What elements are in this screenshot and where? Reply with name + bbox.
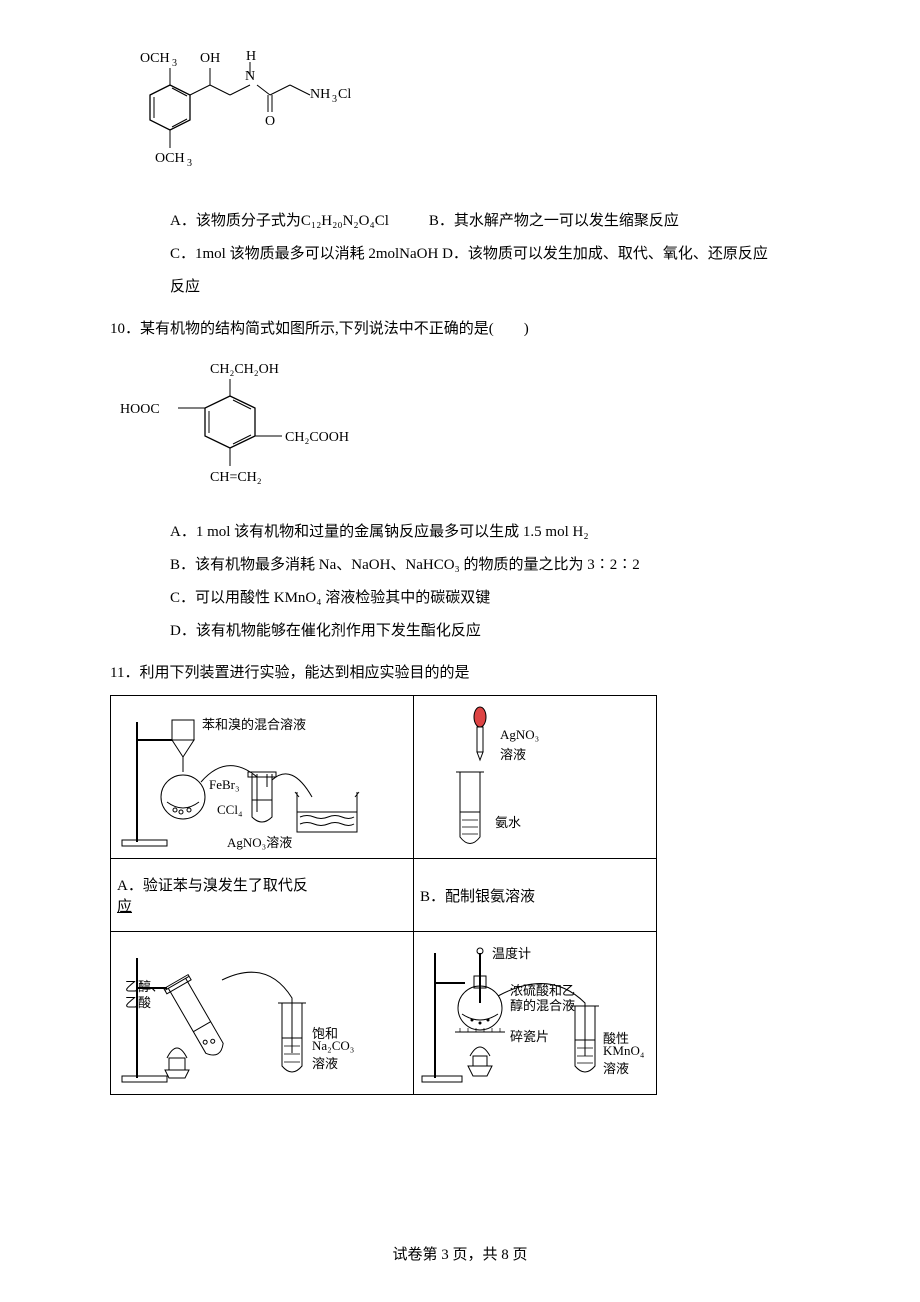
apparatus-a: 苯和溴的混合溶液 FeBr₃ CCl₄ AgNO₃溶液 — [117, 702, 407, 852]
svg-text:Cl: Cl — [338, 87, 351, 102]
svg-text:OCH: OCH — [140, 51, 170, 66]
svg-text:H: H — [246, 49, 256, 64]
svg-text:OCH: OCH — [155, 151, 185, 166]
apparatus-d: 温度计 浓硫酸和乙 醇的混合液 碎瓷片 酸性 KMnO₄ 溶液 — [420, 938, 650, 1088]
svg-text:3: 3 — [187, 158, 192, 169]
molecule-structure-1: OCH3 OCH3 OH N H O NH3Cl — [110, 40, 820, 195]
apparatus-c: 乙醇、 乙酸 饱和 Na₂CO₃ 溶液 — [117, 938, 407, 1088]
svg-text:CH=CH₂: CH=CH₂ — [210, 470, 262, 485]
q9-option-a: A．该物质分子式为C₁₂H₂₀N₂O₄Cl — [170, 205, 389, 238]
q11-stem: 11．利用下列装置进行实验，能达到相应实验目的的是 — [110, 660, 820, 687]
q10-option-c: C．可以用酸性 KMnO₄ 溶液检验其中的碳碳双键 — [170, 582, 820, 615]
svg-text:3: 3 — [332, 94, 337, 105]
svg-text:NH: NH — [310, 87, 330, 102]
q10-option-d: D．该有机物能够在催化剂作用下发生酯化反应 — [170, 615, 820, 648]
svg-text:HOOC: HOOC — [120, 402, 160, 417]
svg-text:3: 3 — [172, 58, 177, 69]
molecule-structure-2: CH₂CH₂OH HOOC CH₂COOH CH=CH₂ — [110, 351, 820, 506]
q10-option-a: A．1 mol 该有机物和过量的金属钠反应最多可以生成 1.5 mol H₂ — [170, 516, 820, 549]
svg-text:O: O — [265, 114, 275, 129]
answer-b: B．配制银氨溶液 — [414, 859, 657, 932]
q10-stem: 10．某有机物的结构简式如图所示,下列说法中不正确的是( ) — [110, 316, 820, 343]
q9-option-c: C．1mol 该物质最多可以消耗 2molNaOH D．该物质可以发生加成、取代… — [170, 238, 820, 271]
q9-option-d-suffix: 反应 — [170, 271, 820, 304]
experiment-table: 苯和溴的混合溶液 FeBr₃ CCl₄ AgNO₃溶液 — [110, 695, 657, 1095]
answer-a: A．验证苯与溴发生了取代反 应 — [111, 859, 414, 932]
q10-option-b: B．该有机物最多消耗 Na、NaOH、NaHCO₃ 的物质的量之比为 3∶2∶2 — [170, 549, 820, 582]
svg-text:OH: OH — [200, 51, 220, 66]
page-footer: 试卷第 3 页，共 8 页 — [0, 1243, 920, 1264]
q9-option-b: B．其水解产物之一可以发生缩聚反应 — [429, 205, 679, 238]
apparatus-b: AgNO₃ 溶液 氨水 — [420, 702, 650, 852]
svg-text:CH₂COOH: CH₂COOH — [285, 430, 349, 445]
svg-text:CH₂CH₂OH: CH₂CH₂OH — [210, 362, 279, 377]
